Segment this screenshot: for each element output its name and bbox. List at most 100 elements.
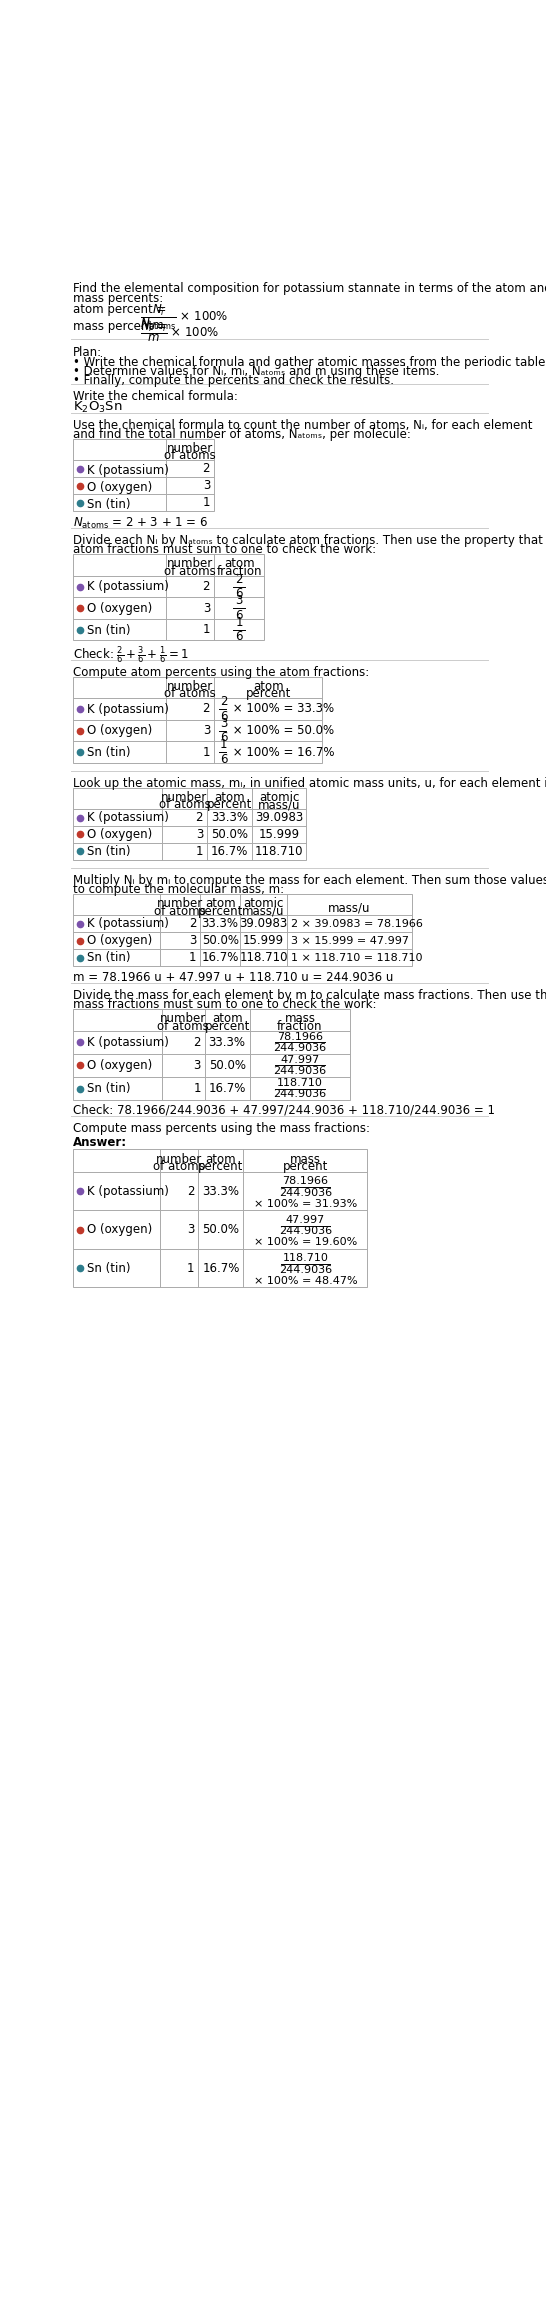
Text: of atoms: of atoms	[164, 449, 216, 463]
Text: $\dfrac{N_i}{N_{\mathrm{atoms}}}$ $\times$ 100%: $\dfrac{N_i}{N_{\mathrm{atoms}}}$ $\time…	[140, 302, 228, 331]
Text: of atoms: of atoms	[154, 905, 206, 918]
Text: 3: 3	[195, 829, 203, 840]
Text: K (potassium): K (potassium)	[87, 580, 169, 594]
Text: O (oxygen): O (oxygen)	[87, 829, 152, 840]
Bar	[73, 555, 264, 640]
Text: percent: percent	[207, 799, 252, 810]
Text: number: number	[160, 1013, 206, 1024]
Text: 50.0%: 50.0%	[211, 829, 248, 840]
Text: 1: 1	[187, 1261, 194, 1275]
Text: atomic: atomic	[259, 790, 299, 803]
Text: K (potassium): K (potassium)	[87, 810, 169, 824]
Text: 6: 6	[235, 631, 243, 645]
Bar	[73, 893, 412, 967]
Text: 33.3%: 33.3%	[201, 916, 239, 930]
Text: of atoms: of atoms	[157, 1020, 209, 1034]
Text: 50.0%: 50.0%	[201, 935, 239, 946]
Text: 3: 3	[193, 1059, 201, 1073]
Text: of atoms: of atoms	[164, 564, 216, 578]
Bar	[73, 1008, 351, 1100]
Text: 3: 3	[187, 1222, 194, 1236]
Text: 15.999: 15.999	[258, 829, 300, 840]
Text: $\mathrm{K_2O_3Sn}$: $\mathrm{K_2O_3Sn}$	[73, 401, 122, 414]
Text: Compute mass percents using the mass fractions:: Compute mass percents using the mass fra…	[73, 1123, 370, 1135]
Text: O (oxygen): O (oxygen)	[87, 481, 152, 495]
Text: Divide the mass for each element by m to calculate mass fractions. Then use the : Divide the mass for each element by m to…	[73, 990, 546, 1001]
Text: 2: 2	[235, 573, 243, 585]
Text: 1: 1	[203, 746, 210, 760]
Text: atom: atom	[253, 679, 283, 693]
Text: $\dfrac{N_i m_i}{m}$ $\times$ 100%: $\dfrac{N_i m_i}{m}$ $\times$ 100%	[140, 318, 219, 345]
Text: K (potassium): K (potassium)	[87, 465, 169, 477]
Text: 39.0983: 39.0983	[240, 916, 288, 930]
Text: × 100% = 48.47%: × 100% = 48.47%	[253, 1275, 357, 1287]
Text: Multiply Nᵢ by mᵢ to compute the mass for each element. Then sum those values: Multiply Nᵢ by mᵢ to compute the mass fo…	[73, 875, 546, 886]
Text: fraction: fraction	[277, 1020, 323, 1034]
Text: × 100% = 19.60%: × 100% = 19.60%	[254, 1236, 357, 1248]
Text: 33.3%: 33.3%	[211, 810, 248, 824]
Text: mass: mass	[290, 1153, 321, 1165]
Text: of atoms: of atoms	[159, 799, 210, 810]
Text: 1: 1	[203, 497, 210, 509]
Bar	[73, 1149, 367, 1287]
Text: 118.710: 118.710	[282, 1252, 328, 1264]
Text: number: number	[167, 442, 213, 456]
Text: 2: 2	[220, 695, 228, 709]
Text: 2: 2	[203, 463, 210, 474]
Text: 16.7%: 16.7%	[201, 951, 239, 965]
Text: mass fractions must sum to one to check the work:: mass fractions must sum to one to check …	[73, 999, 376, 1011]
Text: 16.7%: 16.7%	[202, 1261, 240, 1275]
Text: mass percents:: mass percents:	[73, 292, 163, 304]
Text: O (oxygen): O (oxygen)	[87, 1222, 152, 1236]
Text: O (oxygen): O (oxygen)	[87, 1059, 152, 1073]
Text: Sn (tin): Sn (tin)	[87, 845, 130, 859]
Text: • Write the chemical formula and gather atomic masses from the periodic table.: • Write the chemical formula and gather …	[73, 355, 546, 368]
Text: 15.999: 15.999	[243, 935, 284, 946]
Text: Write the chemical formula:: Write the chemical formula:	[73, 391, 238, 403]
Text: atom: atom	[214, 790, 245, 803]
Text: 2: 2	[188, 916, 196, 930]
Text: number: number	[162, 790, 207, 803]
Text: number: number	[156, 1153, 202, 1165]
Text: K (potassium): K (potassium)	[87, 1186, 169, 1197]
Text: number: number	[167, 679, 213, 693]
Text: O (oxygen): O (oxygen)	[87, 935, 152, 946]
Text: • Determine values for Nᵢ, mᵢ, Nₐₜₒₘₛ and m using these items.: • Determine values for Nᵢ, mᵢ, Nₐₜₒₘₛ an…	[73, 364, 440, 378]
Text: 6: 6	[235, 610, 243, 622]
Text: to compute the molecular mass, m:: to compute the molecular mass, m:	[73, 884, 284, 895]
Text: × 100% = 16.7%: × 100% = 16.7%	[229, 746, 335, 760]
Text: Sn (tin): Sn (tin)	[87, 951, 130, 965]
Text: mass/u: mass/u	[242, 905, 285, 918]
Text: 16.7%: 16.7%	[211, 845, 248, 859]
Text: 50.0%: 50.0%	[209, 1059, 246, 1073]
Text: K (potassium): K (potassium)	[87, 702, 169, 716]
Text: K (potassium): K (potassium)	[87, 1036, 169, 1050]
Text: 6: 6	[235, 587, 243, 601]
Text: Compute atom percents using the atom fractions:: Compute atom percents using the atom fra…	[73, 665, 369, 679]
Text: 33.3%: 33.3%	[203, 1186, 240, 1197]
Text: 1: 1	[188, 951, 196, 965]
Text: 2: 2	[203, 580, 210, 594]
Bar	[73, 677, 323, 762]
Text: 244.9036: 244.9036	[279, 1188, 332, 1197]
Text: 3: 3	[203, 725, 210, 737]
Text: 1: 1	[195, 845, 203, 859]
Text: 6: 6	[220, 732, 228, 744]
Text: atom percent =: atom percent =	[73, 304, 167, 315]
Text: 118.710: 118.710	[255, 845, 303, 859]
Text: of atoms: of atoms	[164, 688, 216, 700]
Bar	[73, 440, 214, 511]
Text: 3: 3	[203, 479, 210, 493]
Text: atom: atom	[212, 1013, 242, 1024]
Text: 244.9036: 244.9036	[274, 1089, 327, 1100]
Text: K (potassium): K (potassium)	[87, 916, 169, 930]
Text: 1: 1	[220, 739, 228, 750]
Text: fraction: fraction	[216, 564, 262, 578]
Text: mass/u: mass/u	[258, 799, 300, 810]
Text: 118.710: 118.710	[239, 951, 288, 965]
Text: 2: 2	[203, 702, 210, 716]
Text: 78.1966: 78.1966	[282, 1176, 328, 1186]
Text: 244.9036: 244.9036	[274, 1043, 327, 1052]
Text: 1: 1	[203, 624, 210, 635]
Text: 39.0983: 39.0983	[255, 810, 303, 824]
